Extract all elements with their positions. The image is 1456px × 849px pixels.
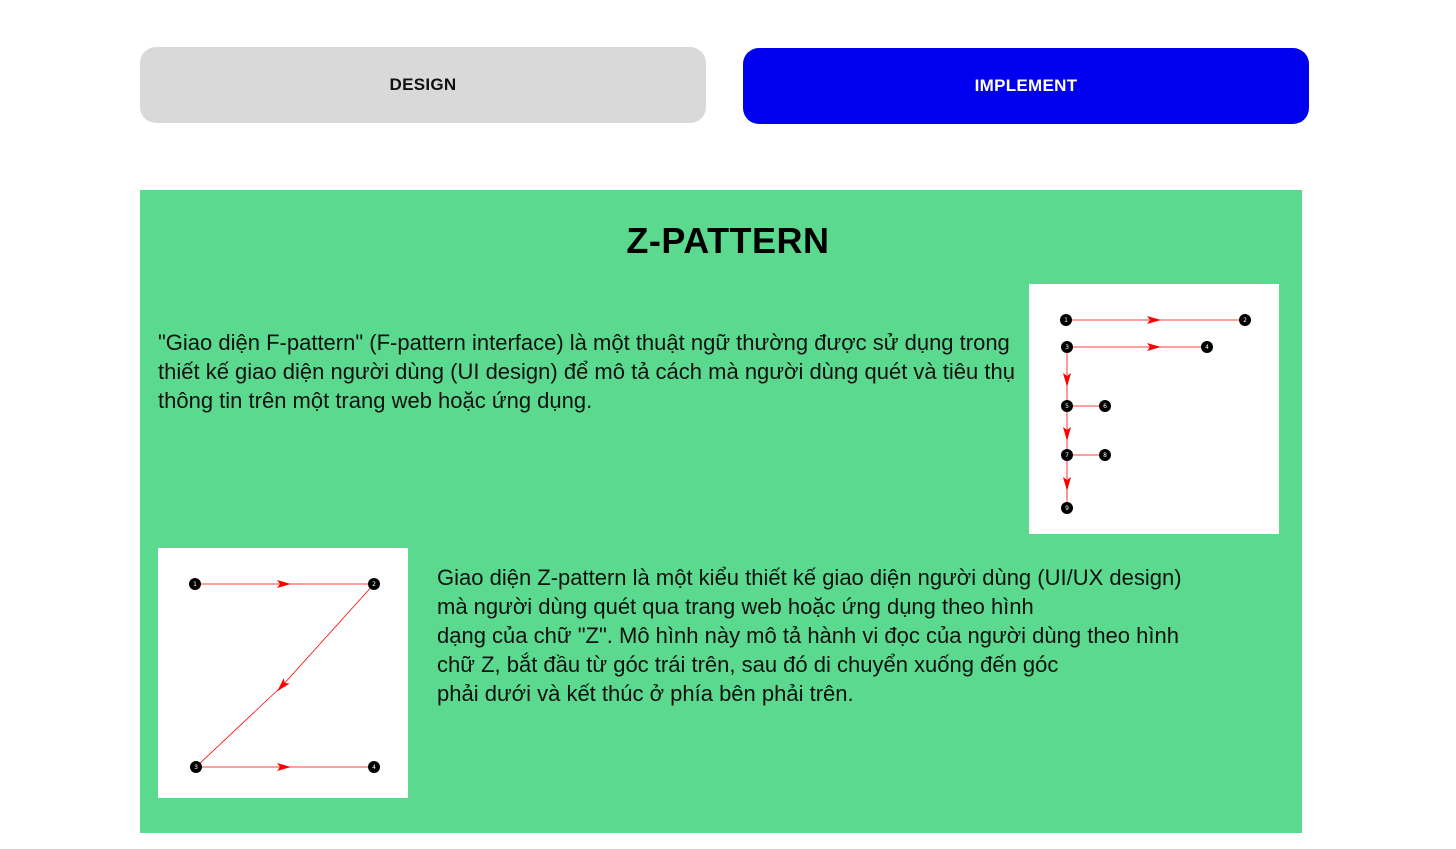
svg-text:8: 8: [1103, 452, 1107, 459]
svg-text:4: 4: [1205, 344, 1209, 351]
f-node-2: 2: [1239, 314, 1251, 326]
f-node-5: 5: [1061, 400, 1073, 412]
svg-text:5: 5: [1065, 403, 1069, 410]
f-pattern-description: "Giao diện F-pattern" (F-pattern interfa…: [158, 330, 1015, 413]
z-pattern-svg: 1 2 3 4: [189, 578, 380, 773]
implement-tab-button[interactable]: IMPLEMENT: [743, 48, 1309, 124]
f-node-9: 9: [1061, 502, 1073, 514]
z-edge-2-3b: [195, 685, 283, 768]
f-node-3: 3: [1061, 341, 1073, 353]
f-node-6: 6: [1099, 400, 1111, 412]
svg-text:2: 2: [1243, 317, 1247, 324]
svg-text:6: 6: [1103, 403, 1107, 410]
f-node-8: 8: [1099, 449, 1111, 461]
z-node-3: 3: [190, 761, 202, 773]
svg-text:3: 3: [194, 764, 198, 771]
z-node-4: 4: [368, 761, 380, 773]
z-pattern-diagram: 1 2 3 4: [158, 548, 408, 798]
svg-text:3: 3: [1065, 344, 1069, 351]
svg-text:1: 1: [193, 581, 197, 588]
f-node-4: 4: [1201, 341, 1213, 353]
design-tab-button[interactable]: DESIGN: [140, 47, 706, 123]
svg-text:1: 1: [1064, 317, 1068, 324]
z-node-1: 1: [189, 578, 201, 590]
svg-text:4: 4: [372, 764, 376, 771]
z-edge-2-3a: [277, 583, 375, 692]
svg-text:7: 7: [1065, 452, 1069, 459]
f-node-1: 1: [1060, 314, 1072, 326]
z-pattern-description: Giao diện Z-pattern là một kiểu thiết kế…: [437, 565, 1182, 706]
z-pattern-edges: [195, 580, 375, 771]
f-pattern-diagram: 1 2 3 4 5 6 7 8 9: [1029, 284, 1279, 534]
svg-text:2: 2: [372, 581, 376, 588]
f-node-7: 7: [1061, 449, 1073, 461]
svg-text:9: 9: [1065, 505, 1069, 512]
f-pattern-edges: [1063, 316, 1244, 508]
f-pattern-svg: 1 2 3 4 5 6 7 8 9: [1060, 314, 1251, 514]
z-node-2: 2: [368, 578, 380, 590]
panel-title: Z-PATTERN: [626, 220, 830, 261]
